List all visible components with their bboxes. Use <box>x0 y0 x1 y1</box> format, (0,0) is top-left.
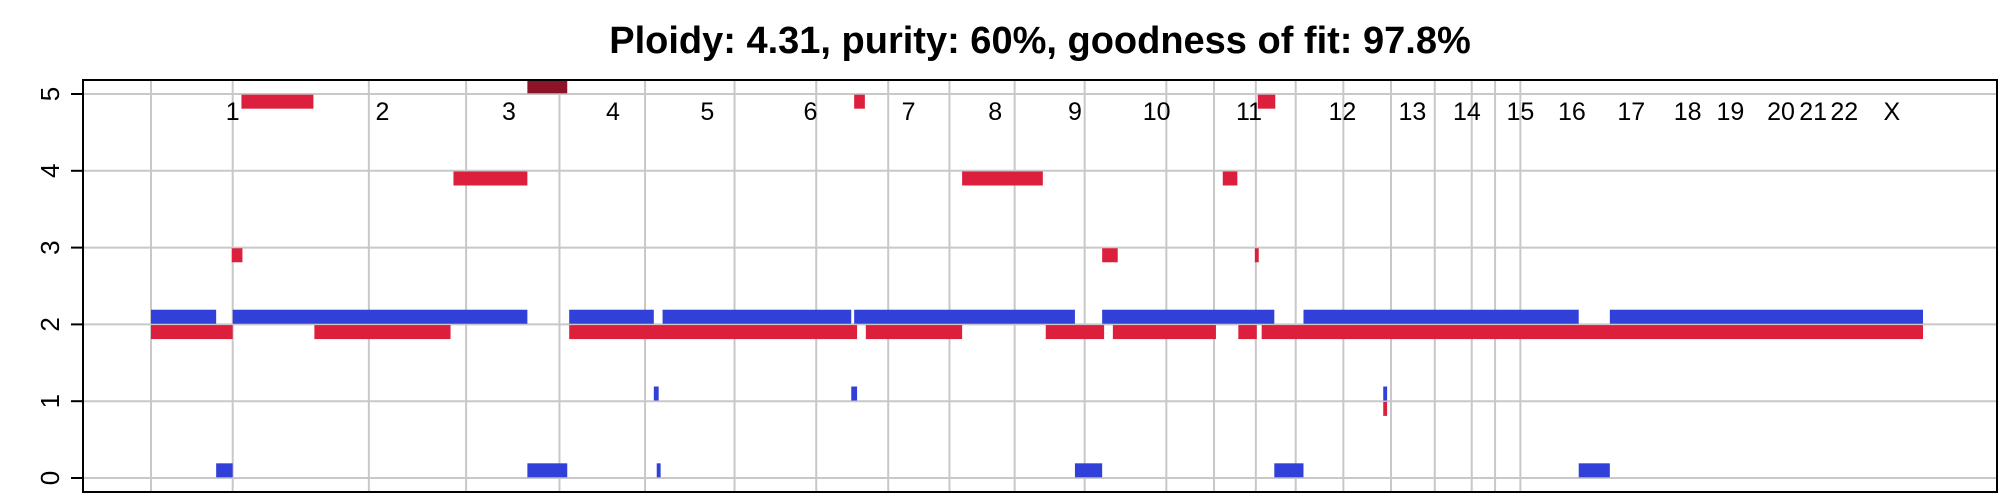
y-tick-label: 3 <box>35 240 65 254</box>
chromosome-label: X <box>1884 98 1901 126</box>
chromosome-label: 15 <box>1506 98 1534 126</box>
copy-number-segment <box>1261 325 1923 340</box>
copy-number-segment <box>1609 309 1923 324</box>
chromosome-label: 10 <box>1143 98 1171 126</box>
copy-number-segment <box>865 325 963 340</box>
copy-number-segment <box>314 325 451 340</box>
segment-layer <box>151 79 1923 478</box>
chromosome-label: 14 <box>1453 98 1481 126</box>
copy-number-segment <box>216 463 233 478</box>
copy-number-segment <box>1222 171 1238 186</box>
copy-number-segment <box>527 463 568 478</box>
chromosome-label: 19 <box>1717 98 1745 126</box>
copy-number-segment <box>1045 325 1105 340</box>
chart-title: Ploidy: 4.31, purity: 60%, goodness of f… <box>609 20 1471 62</box>
copy-number-segment <box>231 248 243 263</box>
plot-frame <box>82 79 1998 493</box>
chromosome-label-layer: 1 2 3 4 5 6 7 8 9 10 11 12 13 14 15 16 17 18 19 20 21 22 X <box>226 98 1901 126</box>
copy-number-segment <box>1102 309 1275 324</box>
copy-number-segment <box>241 94 314 109</box>
copy-number-segment <box>1254 248 1259 263</box>
chromosome-label: 13 <box>1399 98 1427 126</box>
chromosome-label: 2 <box>376 98 390 126</box>
copy-number-segment <box>1303 309 1579 324</box>
chromosome-label: 8 <box>988 98 1002 126</box>
copy-number-segment <box>854 94 865 109</box>
copy-number-segment <box>653 386 659 401</box>
y-tick-layer: 0 1 2 3 4 5 <box>35 87 83 485</box>
copy-number-segment <box>151 309 217 324</box>
copy-number-segment <box>151 325 233 340</box>
y-tick-label: 1 <box>35 394 65 408</box>
copy-number-segment <box>1102 248 1118 263</box>
copy-number-segment <box>851 386 858 401</box>
chromosome-label: 1 <box>226 98 240 126</box>
chromosome-label: 11 <box>1236 98 1262 126</box>
chromosome-label: 16 <box>1558 98 1586 126</box>
copy-number-segment <box>662 309 852 324</box>
chromosome-label: 12 <box>1328 98 1356 126</box>
copy-number-segment <box>527 79 568 94</box>
grid-layer <box>83 80 1997 492</box>
copy-number-segment <box>1383 401 1388 416</box>
chromosome-label: 6 <box>803 98 817 126</box>
copy-number-segment <box>962 171 1043 186</box>
copy-number-segment <box>854 309 1075 324</box>
chromosome-label: 20 <box>1767 98 1795 126</box>
chromosome-label: 7 <box>902 98 916 126</box>
copy-number-segment <box>1074 463 1103 478</box>
copy-number-segment <box>1578 463 1610 478</box>
y-tick-label: 4 <box>35 164 65 178</box>
y-tick-label: 0 <box>35 471 65 485</box>
chromosome-label: 9 <box>1068 98 1082 126</box>
chromosome-label: 3 <box>502 98 516 126</box>
chromosome-label: 22 <box>1830 98 1858 126</box>
chromosome-label: 17 <box>1617 98 1645 126</box>
copy-number-segment <box>656 463 661 478</box>
copy-number-segment <box>1238 325 1257 340</box>
y-tick-label: 2 <box>35 317 65 331</box>
copy-number-segment <box>569 309 654 324</box>
chromosome-label: 5 <box>700 98 714 126</box>
copy-number-segment <box>1274 463 1304 478</box>
copy-number-segment <box>232 309 528 324</box>
copy-number-segment <box>453 171 528 186</box>
copy-number-segment <box>1383 386 1388 401</box>
copy-number-segment <box>569 325 858 340</box>
chromosome-label: 18 <box>1674 98 1702 126</box>
chromosome-label: 4 <box>606 98 620 126</box>
copy-number-segment <box>1112 325 1216 340</box>
y-tick-label: 5 <box>35 87 65 101</box>
chromosome-label: 21 <box>1799 98 1827 126</box>
copy-number-segment <box>1257 94 1276 109</box>
